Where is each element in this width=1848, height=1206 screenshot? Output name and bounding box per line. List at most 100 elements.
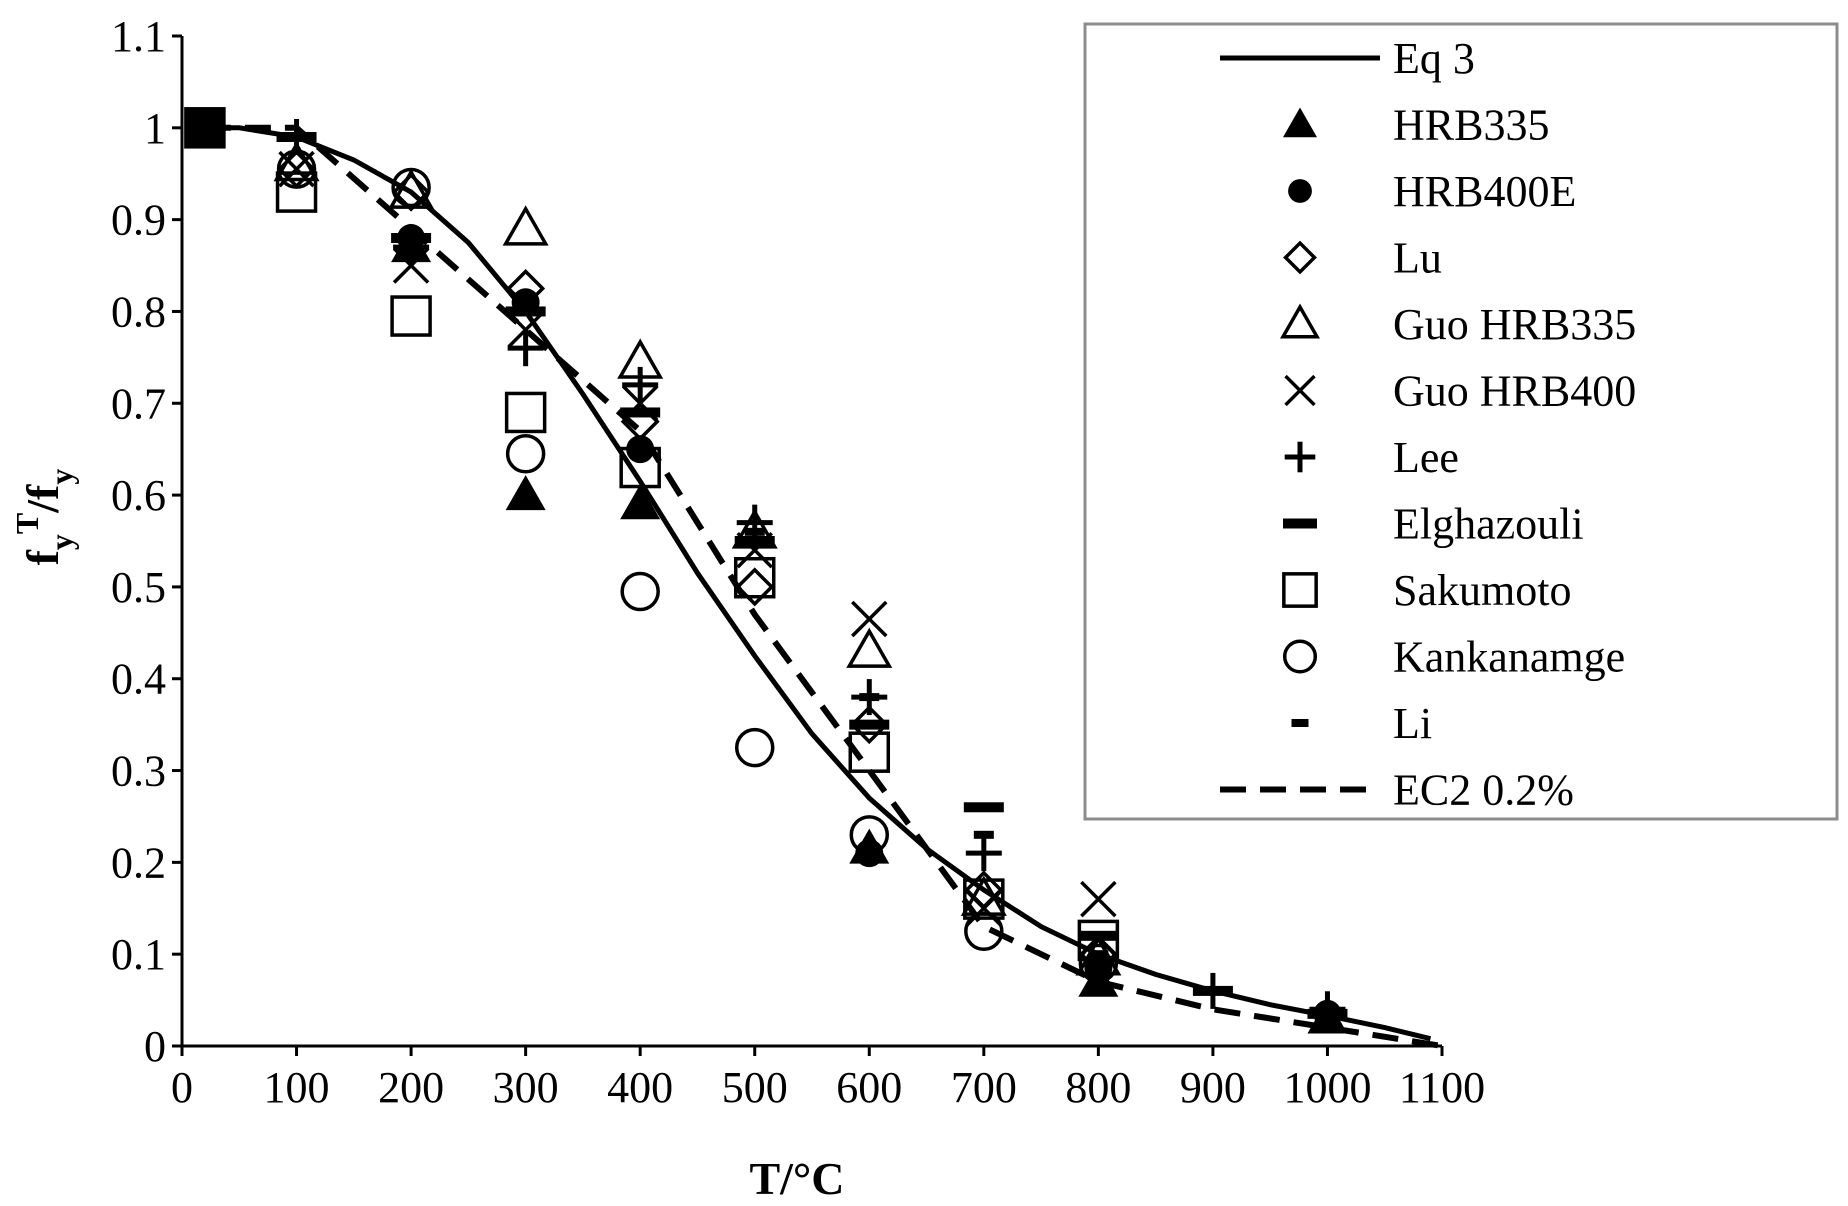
triangle-filled-shape [620,484,661,520]
data-point-kankanamge [620,571,660,612]
legend-swatch-lu [1283,240,1317,275]
legend-item-kankanamge: Kankanamge [1282,633,1625,682]
data-point-guo-hrb335 [846,627,893,668]
x-tick-label: 300 [493,1063,559,1112]
triangle-open-shape [502,205,549,246]
circle-open-shape [1282,639,1318,674]
dash-thick-shape [734,536,775,546]
legend-swatch-kankanamge [1282,639,1318,674]
circle-open-shape [276,149,317,189]
square-open-shape [390,295,432,337]
reference-point-marker [184,107,225,148]
data-point-lee [507,330,544,367]
data-point-guo-hrb335 [273,141,320,182]
y-tick-label: 1.1 [111,12,166,61]
data-point-elghazouli [849,719,890,730]
axes-layer: 0 100 200 300 400 500 600 700 800 900 1000 1100 0 0.1… [111,12,1485,1112]
data-point-sakumoto [504,391,547,434]
dash-thin-shape [1088,950,1109,959]
legend-swatch-elghazouli [1283,518,1317,529]
dash-thick-shape [849,719,890,730]
data-point-kankanamge [505,434,546,474]
x-tick-label: 200 [378,1063,444,1112]
legend-label-ec2-0-2: EC2 0.2% [1393,766,1574,815]
diamond-open-shape [849,705,889,745]
x-mark-stroke [278,150,315,188]
legend-swatch-li [1291,719,1309,727]
x-tick-label: 600 [836,1063,902,1112]
legend-item-elghazouli: Elghazouli [1283,500,1584,549]
triangle-open-shape [1279,303,1321,339]
data-point-kankanamge [849,815,890,855]
dash-thin-shape [630,408,651,417]
y-tick-label: 0.9 [111,196,166,245]
data-point-lu [506,269,546,308]
legend-label-guo-hrb335: Guo HRB335 [1393,300,1636,349]
data-point-elghazouli [963,802,1004,813]
square-open-shape [504,391,547,434]
data-point-lu [849,705,889,745]
series-ec2-0-2 [204,124,1443,1049]
circle-open-shape [505,434,546,474]
diamond-open-shape [1283,240,1317,275]
x-tick-label: 100 [264,1063,330,1112]
legend-swatch-guo-hrb400 [1284,374,1316,407]
dash-thin-shape [744,527,765,536]
x-tick-label: 1000 [1283,1063,1371,1112]
x-tick-label: 1100 [1399,1063,1485,1112]
data-point-li [401,234,422,242]
data-point-elghazouli [734,536,775,546]
y-axis-title-main: f [17,549,68,565]
data-point-lu [735,567,775,607]
square-open-shape [275,171,318,213]
y-tick-label: 1 [144,104,166,153]
data-point-li [859,693,880,702]
legend-item-ec2-0-2: EC2 0.2% [1220,766,1574,815]
y-tick-label: 0.8 [111,287,166,336]
legend-label-elghazouli: Elghazouli [1393,500,1584,549]
x-mark-stroke [392,247,430,284]
x-tick-label: 400 [607,1063,673,1112]
legend-swatch-hrb335 [1283,107,1317,138]
square-open-shape [1077,919,1120,962]
legend-label-lee: Lee [1393,433,1459,482]
data-point-li [744,527,765,536]
data-point-li [1202,986,1223,995]
data-point-guo-hrb400 [851,600,888,638]
x-tick-label: 500 [722,1063,788,1112]
legend-item-lee: Lee [1284,433,1459,482]
legend-swatch-lee [1284,441,1316,473]
y-tick-label: 0.2 [111,838,166,887]
data-point-guo-hrb400 [1080,880,1117,918]
y-axis-title-sub1: y [43,534,79,550]
legend-label-hrb335: HRB335 [1393,101,1549,150]
data-point-elghazouli [276,132,317,142]
dash-thin-shape [515,307,536,316]
data-point-sakumoto [390,295,432,337]
legend-box [1083,22,1839,821]
data-point-kankanamge [276,149,317,189]
y-axis-title-sup: T [9,513,45,534]
data-point-guo-hrb335 [502,205,549,246]
data-point-kankanamge [734,727,775,768]
x-mark-stroke [507,311,544,349]
data-point-kankanamge [964,911,1004,951]
diamond-open-shape [735,567,775,607]
data-point-sakumoto [275,171,318,213]
data-point-sakumoto [619,446,661,489]
data-point-lu [391,172,431,212]
triangle-open-shape [273,141,320,182]
y-axis-title: fyT/fy [9,469,79,566]
y-tick-label: 0.4 [111,655,166,704]
legend-swatch-guo-hrb335 [1279,303,1321,339]
x-tick-label: 0 [171,1063,193,1112]
dash-thick-shape [963,802,1004,813]
data-point-kankanamge [391,167,431,208]
triangle-open-shape [846,627,893,668]
circle-filled-shape [1288,179,1312,203]
data-point-hrb335 [505,475,546,511]
circle-open-shape [620,571,660,612]
circle-open-shape [849,815,890,855]
legend-item-hrb400e: HRB400E [1288,167,1576,216]
legend-swatch-hrb400e [1288,179,1312,203]
